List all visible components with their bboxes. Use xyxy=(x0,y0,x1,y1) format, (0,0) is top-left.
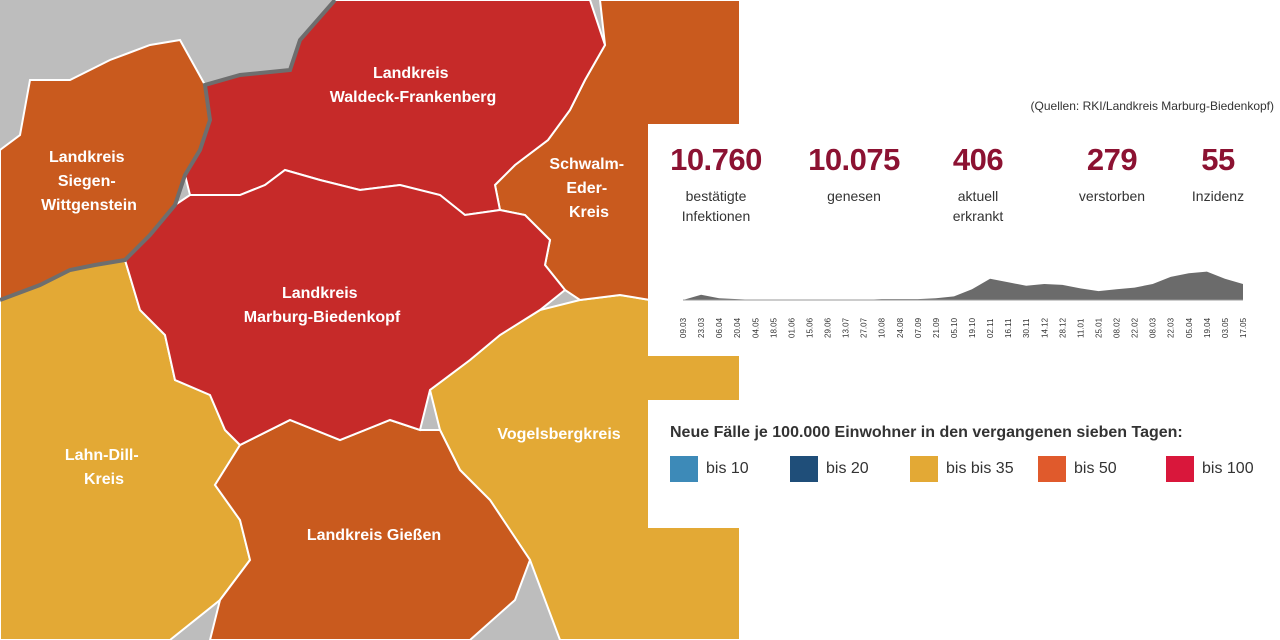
region-map: Landkreis Waldeck-Frankenberg Landkreis … xyxy=(0,0,740,640)
stat-deaths-label: verstorben xyxy=(1062,186,1162,206)
sparkline-tick-label: 08.03 xyxy=(1149,317,1158,338)
legend-swatch-bis-20 xyxy=(790,456,818,482)
stat-active-label-line2: erkrankt xyxy=(952,208,1004,224)
legend-label-bis-50: bis 50 xyxy=(1074,460,1117,477)
label-schwalm-eder-line2: Eder- xyxy=(566,180,607,197)
label-giessen-line1: Landkreis Gießen xyxy=(307,527,441,544)
label-waldeck-frankenberg-line2: Waldeck-Frankenberg xyxy=(330,89,497,106)
sparkline-tick-label: 28.12 xyxy=(1058,317,1067,338)
label-waldeck-frankenberg-line1: Landkreis xyxy=(373,65,449,82)
sparkline-tick-label: 15.06 xyxy=(806,317,815,338)
stat-incidence: 55 Inzidenz xyxy=(1178,140,1258,206)
case-sparkline: 09.03 23.03 06.04 20.04 04.05 18.05 01.06 15.06… xyxy=(679,271,1248,338)
label-lahn-dill-line1: Lahn-Dill- xyxy=(65,447,139,464)
stat-recovered-label-line1: genesen xyxy=(827,188,881,204)
legend-label-bis-35: bis bis 35 xyxy=(946,460,1014,477)
sparkline-tick-label: 14.12 xyxy=(1040,317,1049,338)
sparkline-tick-label: 04.05 xyxy=(751,317,760,338)
sparkline-tick-label: 20.04 xyxy=(733,317,742,338)
stat-deaths-value: 279 xyxy=(1086,142,1138,177)
label-lahn-dill-line2: Kreis xyxy=(84,471,124,488)
legend-item-bis-35: bis bis 35 xyxy=(910,456,1014,482)
legend-item-bis-20: bis 20 xyxy=(790,456,869,482)
label-siegen-wittgenstein-line2: Siegen- xyxy=(58,173,116,190)
legend-item-bis-10: bis 10 xyxy=(670,456,749,482)
stat-infections-value: 10.760 xyxy=(670,142,762,177)
stat-deaths-label-line1: verstorben xyxy=(1078,188,1146,204)
legend-swatch-bis-100 xyxy=(1166,456,1194,482)
sparkline-tick-label: 17.05 xyxy=(1239,317,1248,338)
stat-recovered-value: 10.075 xyxy=(808,142,900,177)
stat-active-label: aktuell erkrankt xyxy=(928,186,1028,226)
label-marburg-biedenkopf: Landkreis Marburg-Biedenkopf xyxy=(244,285,401,326)
sparkline-tick-label: 08.02 xyxy=(1113,317,1122,338)
stat-active-value: 406 xyxy=(952,142,1004,177)
label-siegen-wittgenstein-line1: Landkreis xyxy=(49,149,125,166)
sparkline-tick-label: 30.11 xyxy=(1022,318,1031,338)
sparkline-tick-label: 06.04 xyxy=(715,317,724,338)
sparkline-tick-label: 25.01 xyxy=(1095,317,1104,338)
source-note: (Quellen: RKI/Landkreis Marburg-Biedenko… xyxy=(1030,99,1274,113)
sparkline-tick-label: 22.03 xyxy=(1167,317,1176,338)
label-schwalm-eder-line1: Schwalm- xyxy=(549,156,624,173)
stat-incidence-value: 55 xyxy=(1201,142,1235,177)
label-marburg-biedenkopf-line2: Marburg-Biedenkopf xyxy=(244,309,401,326)
sparkline-tick-label: 01.06 xyxy=(787,317,796,338)
stat-recovered: 10.075 genesen xyxy=(794,140,914,206)
legend-panel: Neue Fälle je 100.000 Einwohner in den v… xyxy=(648,400,1268,528)
legend-swatch-bis-50 xyxy=(1038,456,1066,482)
sparkline-tick-label: 11.01 xyxy=(1076,318,1085,338)
legend-swatch-bis-35 xyxy=(910,456,938,482)
legend-item-bis-50: bis 50 xyxy=(1038,456,1117,482)
sparkline-tick-label: 05.04 xyxy=(1185,317,1194,338)
sparkline-tick-label: 07.09 xyxy=(914,317,923,338)
stat-active-label-line1: aktuell xyxy=(957,188,999,204)
sparkline-tick-label: 21.09 xyxy=(932,317,941,338)
legend-item-bis-100: bis 100 xyxy=(1166,456,1254,482)
sparkline-tick-label: 27.07 xyxy=(860,317,869,338)
label-marburg-biedenkopf-line1: Landkreis xyxy=(282,285,358,302)
label-siegen-wittgenstein: Landkreis Siegen- Wittgenstein xyxy=(41,149,137,214)
sparkline-tick-label: 03.05 xyxy=(1221,317,1230,338)
sparkline-tick-label: 10.08 xyxy=(878,317,887,338)
label-schwalm-eder: Schwalm- Eder- Kreis xyxy=(549,156,628,221)
label-lahn-dill: Lahn-Dill- Kreis xyxy=(65,447,143,488)
label-waldeck-frankenberg: Landkreis Waldeck-Frankenberg xyxy=(330,65,497,106)
stat-infections-label: bestätigte Infektionen xyxy=(656,186,776,226)
sparkline-tick-label: 18.05 xyxy=(769,317,778,338)
label-giessen: Landkreis Gießen xyxy=(307,527,441,544)
sparkline-tick-label: 05.10 xyxy=(950,317,959,338)
sparkline-tick-label: 24.08 xyxy=(896,317,905,338)
stat-deaths: 279 verstorben xyxy=(1062,140,1162,206)
region-marburg-biedenkopf[interactable] xyxy=(123,168,567,447)
legend-label-bis-100: bis 100 xyxy=(1202,460,1254,477)
legend-swatch-bis-10 xyxy=(670,456,698,482)
sparkline-tick-label: 19.10 xyxy=(968,317,977,338)
sparkline-tick-label: 09.03 xyxy=(679,317,688,338)
legend-label-bis-20: bis 20 xyxy=(826,460,869,477)
label-schwalm-eder-line3: Kreis xyxy=(569,204,609,221)
label-siegen-wittgenstein-line3: Wittgenstein xyxy=(41,197,137,214)
sparkline-tick-label: 22.02 xyxy=(1131,317,1140,338)
sparkline-tick-label: 13.07 xyxy=(842,317,851,338)
sparkline-tick-label: 23.03 xyxy=(697,317,706,338)
state-border-line xyxy=(0,0,337,302)
sparkline-tick-label: 16.11 xyxy=(1004,318,1013,338)
stat-infections-label-line2: Infektionen xyxy=(681,208,751,224)
sparkline-tick-label: 29.06 xyxy=(824,317,833,338)
legend-title: Neue Fälle je 100.000 Einwohner in den v… xyxy=(670,424,1183,441)
stats-panel: 10.760 bestätigte Infektionen 10.075 gen… xyxy=(648,124,1268,356)
sparkline-tick-label: 02.11 xyxy=(986,318,995,338)
stat-incidence-label: Inzidenz xyxy=(1178,186,1258,206)
label-vogelsberg: Vogelsbergkreis xyxy=(497,426,620,443)
label-vogelsberg-line1: Vogelsbergkreis xyxy=(497,426,620,443)
stat-recovered-label: genesen xyxy=(794,186,914,206)
stat-active: 406 aktuell erkrankt xyxy=(928,140,1028,226)
stat-infections-label-line1: bestätigte xyxy=(685,188,747,204)
sparkline-area xyxy=(683,271,1243,300)
stat-infections: 10.760 bestätigte Infektionen xyxy=(656,140,776,226)
legend-label-bis-10: bis 10 xyxy=(706,460,749,477)
sparkline-tick-label: 19.04 xyxy=(1203,317,1212,338)
stat-incidence-label-line1: Inzidenz xyxy=(1191,188,1245,204)
